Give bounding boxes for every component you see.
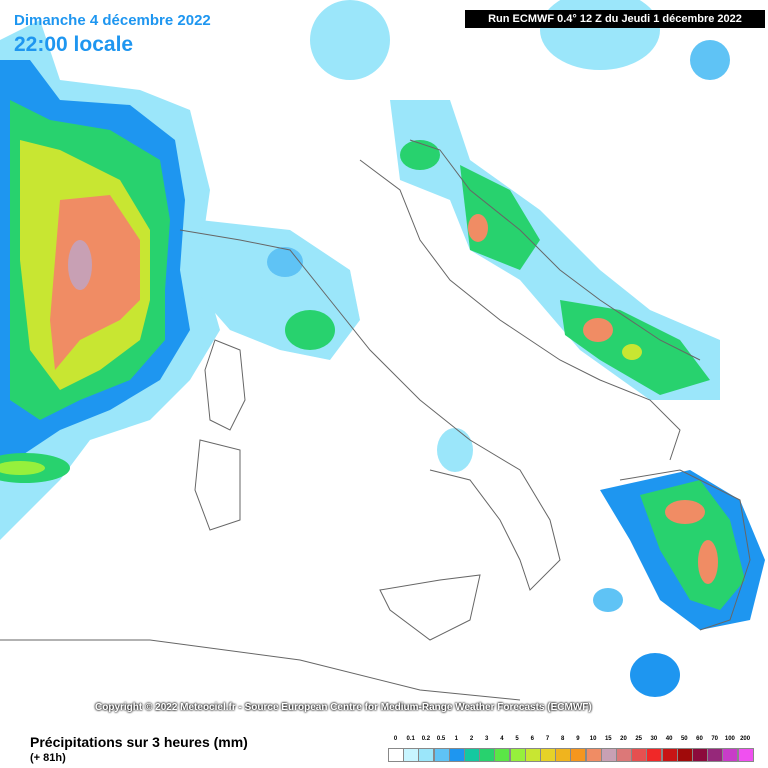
legend-swatch [585, 748, 602, 762]
legend-swatch [631, 748, 648, 762]
legend-swatch [616, 748, 632, 762]
legend-label: 1 [454, 736, 458, 742]
legend-swatch [722, 748, 739, 762]
legend-swatch [403, 748, 420, 762]
legend-label: 0.1 [406, 736, 415, 742]
footer-title: Précipitations sur 3 heures (mm) [30, 734, 248, 750]
legend-label: 40 [665, 736, 673, 742]
legend-swatch [464, 748, 480, 762]
legend-swatch [661, 748, 678, 762]
legend-swatch [600, 748, 617, 762]
footer-lead: (+ 81h) [30, 752, 66, 764]
legend-label: 0.2 [421, 736, 431, 742]
legend-swatch [524, 748, 541, 762]
legend-swatch [737, 748, 754, 762]
legend-label: 50 [680, 736, 688, 742]
run-label: Run ECMWF 0.4° 12 Z du Jeudi 1 décembre … [465, 10, 765, 28]
legend-swatch [570, 748, 587, 762]
copyright: Copyright © 2022 Meteociel.fr - Source E… [95, 702, 592, 713]
legend-label: 30 [650, 736, 658, 742]
legend-label: 5 [515, 736, 519, 742]
legend-label: 0.5 [436, 736, 446, 742]
legend-swatch [646, 748, 663, 762]
legend-label: 15 [604, 736, 612, 742]
legend-swatch [707, 748, 724, 762]
legend-swatch [494, 748, 511, 762]
legend-label: 70 [711, 736, 719, 742]
legend-swatch [433, 748, 450, 762]
legend-swatch [388, 748, 404, 762]
date-label: Dimanche 4 décembre 2022 [14, 12, 211, 29]
legend-label: 3 [485, 736, 489, 742]
legend-label: 60 [696, 736, 703, 742]
time-label: 22:00 locale [14, 33, 134, 56]
map [0, 0, 765, 701]
legend-label: 200 [740, 736, 751, 742]
legend-label: 100 [724, 736, 735, 742]
legend-swatch [676, 748, 693, 762]
legend-swatch [555, 748, 572, 762]
legend-swatch [540, 748, 556, 762]
legend-swatch [418, 748, 435, 762]
legend-label: 7 [545, 736, 550, 742]
legend-label: 25 [635, 736, 643, 742]
legend-swatch [692, 748, 708, 762]
legend-swatch [479, 748, 496, 762]
legend-label: 20 [620, 736, 627, 742]
legend-label: 8 [561, 736, 565, 742]
legend-label: 6 [530, 736, 534, 742]
legend-label: 4 [500, 736, 504, 742]
legend-swatch [448, 748, 465, 762]
legend-label: 9 [576, 736, 580, 742]
legend-label: 2 [469, 736, 474, 742]
coastlines [0, 139, 751, 701]
legend-swatch [509, 748, 526, 762]
legend-label: 10 [589, 736, 597, 742]
legend-label: 0 [393, 736, 398, 742]
